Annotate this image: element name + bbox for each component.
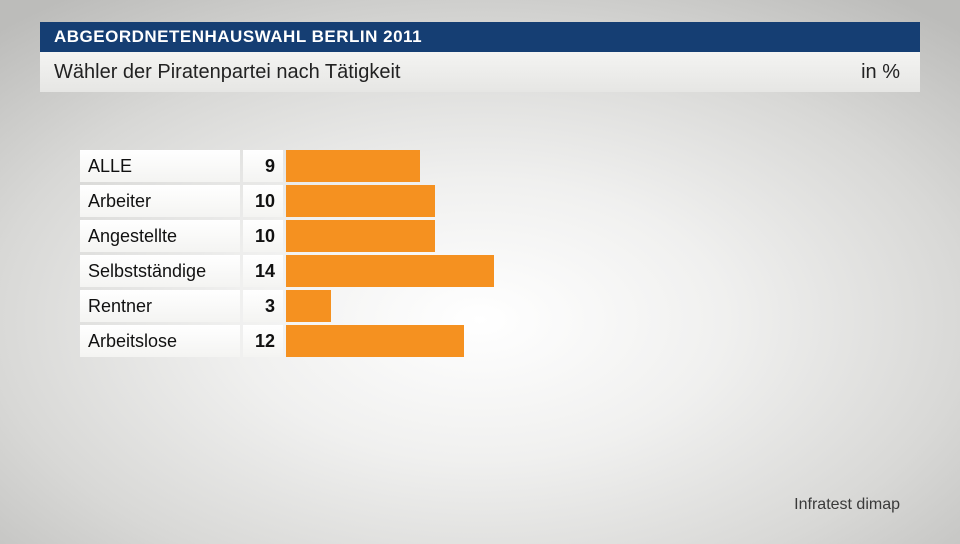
- source-attribution: Infratest dimap: [794, 496, 900, 514]
- chart-row: Selbstständige14: [80, 255, 880, 287]
- bar: [286, 220, 435, 252]
- row-label: Angestellte: [80, 220, 240, 252]
- row-label: Arbeitslose: [80, 325, 240, 357]
- bar-track: [286, 290, 880, 322]
- chart-subtitle: Wähler der Piratenpartei nach Tätigkeit: [54, 61, 400, 84]
- bar: [286, 185, 435, 217]
- bar-track: [286, 325, 880, 357]
- row-label: Rentner: [80, 290, 240, 322]
- row-label: Arbeiter: [80, 185, 240, 217]
- bar: [286, 255, 494, 287]
- row-value: 10: [243, 220, 283, 252]
- row-value: 9: [243, 150, 283, 182]
- chart-row: Rentner3: [80, 290, 880, 322]
- bar: [286, 150, 420, 182]
- row-value: 12: [243, 325, 283, 357]
- row-label: Selbstständige: [80, 255, 240, 287]
- chart-row: Angestellte10: [80, 220, 880, 252]
- header-title: ABGEORDNETENHAUSWAHL BERLIN 2011: [54, 27, 422, 47]
- subheader-band: Wähler der Piratenpartei nach Tätigkeit …: [40, 52, 920, 92]
- row-value: 14: [243, 255, 283, 287]
- chart-unit-label: in %: [861, 61, 900, 84]
- row-value: 3: [243, 290, 283, 322]
- header-band: ABGEORDNETENHAUSWAHL BERLIN 2011: [40, 22, 920, 52]
- bar-track: [286, 150, 880, 182]
- row-label: ALLE: [80, 150, 240, 182]
- row-value: 10: [243, 185, 283, 217]
- bar-track: [286, 255, 880, 287]
- bar-track: [286, 185, 880, 217]
- chart-row: ALLE9: [80, 150, 880, 182]
- chart-row: Arbeiter10: [80, 185, 880, 217]
- bar-track: [286, 220, 880, 252]
- chart-row: Arbeitslose12: [80, 325, 880, 357]
- bar: [286, 325, 464, 357]
- bar-chart: ALLE9Arbeiter10Angestellte10Selbstständi…: [80, 150, 880, 360]
- bar: [286, 290, 331, 322]
